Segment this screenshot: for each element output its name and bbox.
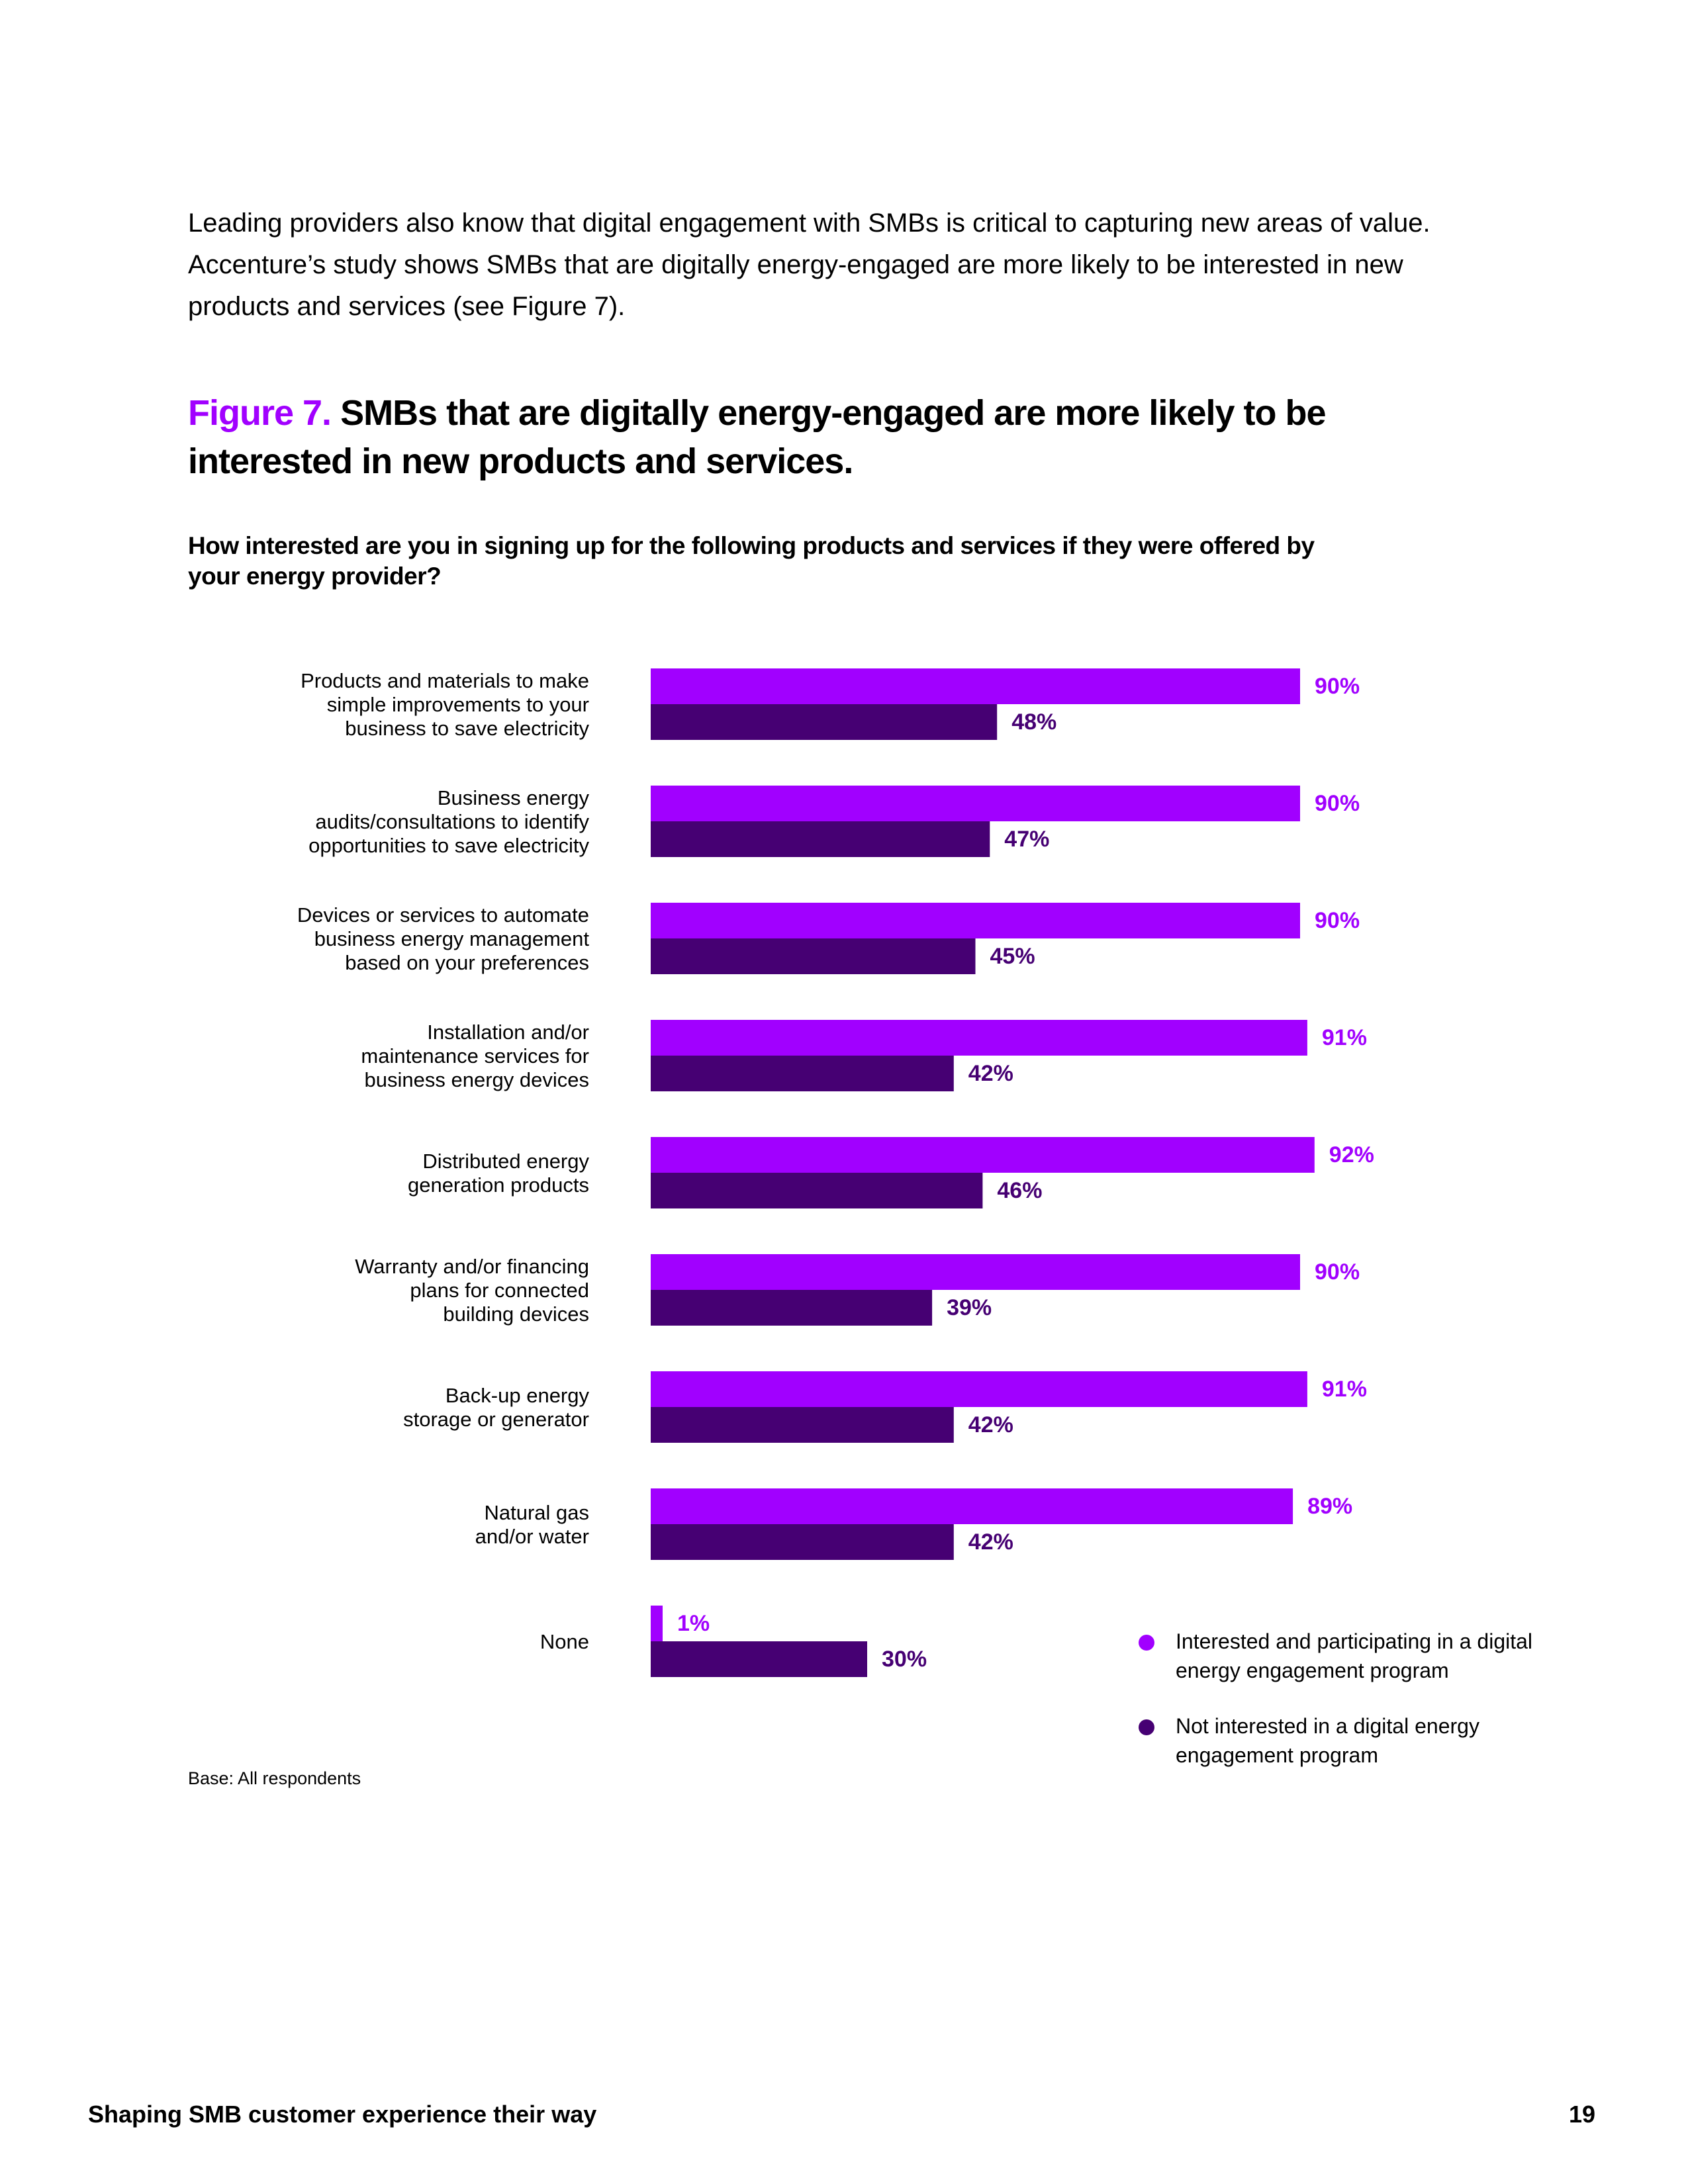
- figure-title: Figure 7. SMBs that are digitally energy…: [188, 389, 1446, 486]
- category-label: Products and materials to make: [301, 669, 589, 692]
- value-label-not-engaged: 42%: [968, 1412, 1013, 1437]
- legend-swatch-engaged: [1139, 1635, 1154, 1651]
- bar-engaged: [651, 1254, 1300, 1290]
- legend-label-not-engaged: Not interested in a digital energy engag…: [1176, 1714, 1479, 1767]
- category-label: storage or generator: [403, 1408, 589, 1431]
- value-label-engaged: 90%: [1315, 1259, 1360, 1285]
- bar-not-engaged: [651, 1056, 954, 1091]
- category-label: plans for connected: [410, 1279, 589, 1302]
- intro-paragraph: Leading providers also know that digital…: [188, 208, 1430, 321]
- category-label: maintenance services for: [361, 1044, 589, 1068]
- value-label-engaged: 1%: [677, 1611, 710, 1636]
- category-label: Warranty and/or financing: [355, 1255, 589, 1278]
- bar-engaged: [651, 1020, 1307, 1056]
- bar-not-engaged: [651, 938, 976, 974]
- bar-not-engaged: [651, 1641, 867, 1677]
- figure-title-text: SMBs that are digitally energy-engaged a…: [188, 393, 1327, 481]
- value-label-engaged: 92%: [1329, 1142, 1374, 1167]
- category-label: Installation and/or: [427, 1021, 589, 1044]
- value-label-not-engaged: 42%: [968, 1529, 1013, 1555]
- category-label: generation products: [408, 1173, 589, 1197]
- category-label: opportunities to save electricity: [308, 834, 589, 857]
- category-label: Natural gas: [484, 1501, 589, 1524]
- category-label: Back-up energy: [445, 1384, 590, 1407]
- category-label: business to save electricity: [345, 717, 589, 740]
- bar-engaged: [651, 668, 1300, 704]
- value-label-engaged: 91%: [1322, 1377, 1367, 1402]
- category-label: None: [540, 1630, 589, 1653]
- category-label: building devices: [443, 1302, 589, 1326]
- bar-not-engaged: [651, 1173, 983, 1208]
- bar-engaged: [651, 1606, 663, 1641]
- category-label: Distributed energy: [422, 1150, 589, 1173]
- value-label-not-engaged: 47%: [1004, 827, 1049, 852]
- base-note: Base: All respondents: [188, 1768, 361, 1788]
- bar-engaged: [651, 903, 1300, 938]
- value-label-not-engaged: 48%: [1011, 709, 1056, 735]
- bar-not-engaged: [651, 821, 990, 857]
- value-label-engaged: 91%: [1322, 1025, 1367, 1050]
- bar-not-engaged: [651, 1407, 954, 1443]
- category-label: Devices or services to automate: [297, 903, 589, 927]
- value-label-not-engaged: 42%: [968, 1061, 1013, 1086]
- page-number: 19: [1568, 2101, 1595, 2128]
- bar-not-engaged: [651, 1290, 933, 1326]
- bar-not-engaged: [651, 704, 998, 740]
- value-label-engaged: 90%: [1315, 791, 1360, 816]
- value-label-not-engaged: 46%: [997, 1178, 1042, 1203]
- bar-engaged: [651, 786, 1300, 821]
- bar-engaged: [651, 1371, 1307, 1407]
- legend-swatch-not-engaged: [1139, 1719, 1154, 1735]
- legend-item-engaged: Interested and participating in a digita…: [1139, 1627, 1549, 1685]
- category-label: audits/consultations to identify: [315, 810, 589, 833]
- category-label: business energy devices: [365, 1068, 589, 1091]
- legend-item-not-engaged: Not interested in a digital energy engag…: [1139, 1711, 1549, 1770]
- legend-label-engaged: Interested and participating in a digita…: [1176, 1629, 1533, 1682]
- category-label: and/or water: [475, 1525, 589, 1548]
- category-label: Business energy: [438, 786, 590, 809]
- figure-number: Figure 7.: [188, 393, 332, 433]
- category-label: based on your preferences: [345, 951, 589, 974]
- bar-not-engaged: [651, 1524, 954, 1560]
- bar-engaged: [651, 1488, 1293, 1524]
- chart-question: How interested are you in signing up for…: [188, 532, 1315, 590]
- category-label: simple improvements to your: [327, 693, 589, 716]
- value-label-not-engaged: 30%: [882, 1647, 927, 1672]
- value-label-engaged: 90%: [1315, 674, 1360, 699]
- value-label-not-engaged: 45%: [990, 944, 1035, 969]
- chart-legend: Interested and participating in a digita…: [1139, 1627, 1549, 1796]
- value-label-engaged: 90%: [1315, 908, 1360, 933]
- footer-title: Shaping SMB customer experience their wa…: [88, 2101, 597, 2128]
- value-label-engaged: 89%: [1307, 1494, 1352, 1519]
- value-label-not-engaged: 39%: [947, 1295, 992, 1320]
- bar-engaged: [651, 1137, 1315, 1173]
- category-label: business energy management: [314, 927, 590, 950]
